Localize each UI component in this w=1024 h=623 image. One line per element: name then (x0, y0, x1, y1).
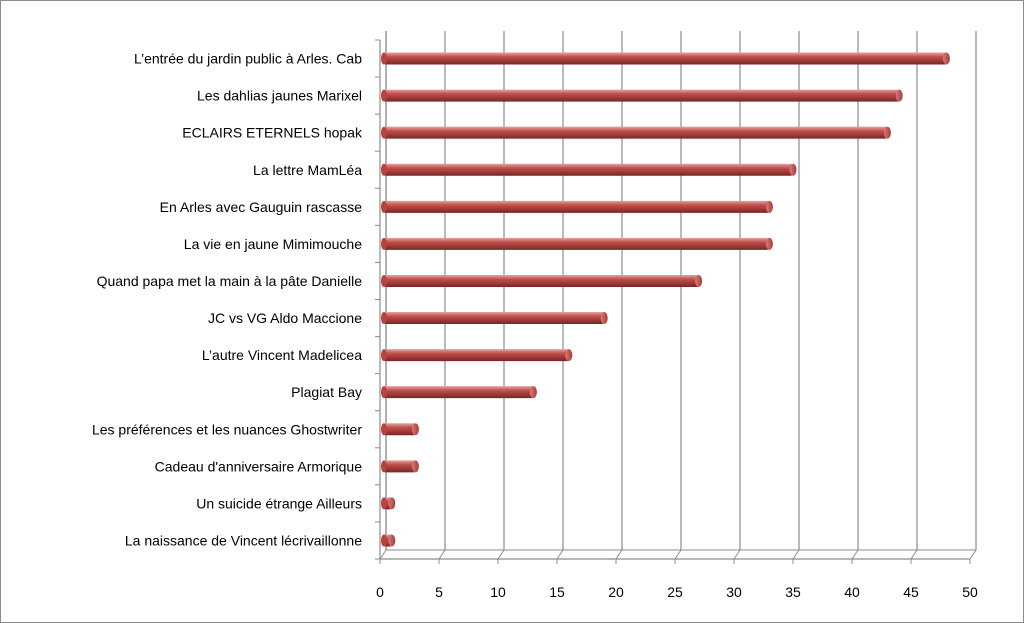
bar-end-cap (388, 497, 396, 510)
bar-end-cap (883, 126, 891, 139)
x-tick-label: 25 (667, 584, 683, 600)
bar (381, 312, 608, 325)
category-label: La naissance de Vincent lécrivaillonne (125, 532, 362, 548)
gridline-depth (674, 549, 682, 560)
category-label: En Arles avec Gauguin rascasse (160, 199, 363, 215)
bar-body (384, 312, 605, 325)
category-label: La vie en jaune Mimimouche (184, 236, 362, 252)
bar-start-cap (381, 52, 387, 65)
bar-body (384, 274, 699, 287)
bar-start-cap (381, 274, 387, 287)
bar-start-cap (381, 237, 387, 250)
x-tick-label: 0 (376, 584, 384, 600)
bar-end-cap (789, 163, 797, 176)
bar-body (384, 237, 770, 250)
bar (381, 534, 396, 547)
bar-body (384, 386, 534, 399)
bar-body (384, 200, 770, 213)
bar (381, 200, 773, 213)
bar-end-cap (565, 349, 573, 362)
x-tick-label: 20 (608, 584, 624, 600)
bar-end-cap (895, 89, 903, 102)
x-tick-label: 45 (903, 584, 919, 600)
bar-start-cap (381, 349, 387, 362)
x-tick-label: 35 (785, 584, 801, 600)
bar (381, 274, 703, 287)
category-label: Un suicide étrange Ailleurs (196, 495, 362, 511)
gridline-depth (438, 549, 446, 560)
bar-body (384, 423, 416, 436)
x-tick-label: 15 (549, 584, 565, 600)
gridline-depth (851, 549, 859, 560)
bar-start-cap (381, 423, 387, 436)
bar-start-cap (381, 497, 387, 510)
bar-start-cap (381, 89, 387, 102)
x-tick-label: 50 (962, 584, 978, 600)
gridline-depth (733, 549, 741, 560)
category-label: ECLAIRS ETERNELS hopak (182, 125, 363, 141)
gridline-depth (910, 549, 918, 560)
gridline-depth (379, 549, 387, 560)
bar-start-cap (381, 163, 387, 176)
grid-layer (379, 31, 977, 560)
category-label: Plagiat Bay (291, 384, 362, 400)
bar-body (384, 126, 888, 139)
gridline-depth (969, 549, 977, 560)
bar-end-cap (388, 534, 396, 547)
bar-layer (381, 52, 950, 547)
bar (381, 497, 396, 510)
category-label: Cadeau d'anniversaire Armorique (155, 458, 363, 474)
bar-end-cap (411, 460, 419, 473)
bar-start-cap (381, 460, 387, 473)
category-label: Les dahlias jaunes Marixel (197, 88, 362, 104)
bar-end-cap (695, 274, 703, 287)
bar-start-cap (381, 386, 387, 399)
x-tick-label: 30 (726, 584, 742, 600)
category-label: Les préférences et les nuances Ghostwrit… (92, 421, 362, 437)
bar (381, 423, 419, 436)
bar-body (384, 349, 569, 362)
bar-end-cap (942, 52, 950, 65)
gridline-depth (792, 549, 800, 560)
category-label: L’entrée du jardin public à Arles. Cab (134, 51, 362, 67)
bar (381, 163, 797, 176)
category-label: L’autre Vincent Madelicea (202, 347, 362, 363)
x-tick-label: 5 (435, 584, 443, 600)
bar-start-cap (381, 200, 387, 213)
category-label: Quand papa met la main à la pâte Daniell… (97, 273, 363, 289)
bar-start-cap (381, 312, 387, 325)
gridline-depth (615, 549, 623, 560)
bar (381, 89, 903, 102)
gridline-depth (556, 549, 564, 560)
bar-body (384, 460, 416, 473)
category-label: JC vs VG Aldo Maccione (208, 310, 362, 326)
bar (381, 349, 573, 362)
x-tick-label: 10 (490, 584, 506, 600)
bar-end-cap (600, 312, 608, 325)
x-tick-label: 40 (844, 584, 860, 600)
bar (381, 126, 891, 139)
bar-end-cap (529, 386, 537, 399)
axis-layer (375, 31, 976, 564)
bar-end-cap (765, 237, 773, 250)
bar (381, 237, 773, 250)
bar-body (384, 163, 793, 176)
bar (381, 386, 537, 399)
bar (381, 460, 419, 473)
bar-body (384, 52, 947, 65)
bar-start-cap (381, 534, 387, 547)
bar (381, 52, 950, 65)
bar-end-cap (411, 423, 419, 436)
category-label: La lettre MamLéa (253, 162, 362, 178)
bar-end-cap (765, 200, 773, 213)
bar-start-cap (381, 126, 387, 139)
bar-body (384, 89, 900, 102)
gridline-depth (497, 549, 505, 560)
label-layer: 0 5 10 15 20 25 30 35 40 45 50 L’entrée du jardin p… (92, 51, 978, 600)
